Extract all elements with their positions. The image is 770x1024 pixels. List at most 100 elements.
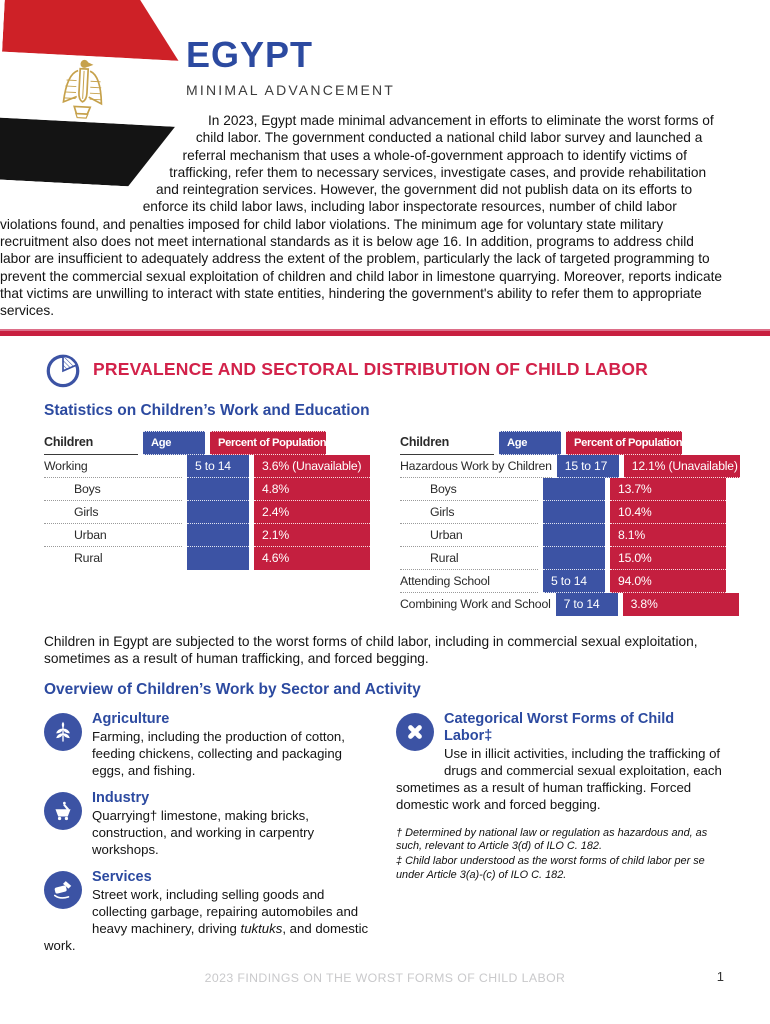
table-header-row: Children Age Percent of Population: [400, 430, 726, 455]
assessment-label: MINIMAL ADVANCEMENT: [186, 82, 396, 98]
row-age: [187, 523, 249, 547]
sector-name: Services: [92, 868, 152, 885]
red-divider: [0, 328, 770, 336]
sector-name: Agriculture: [92, 710, 170, 727]
table-row: Hazardous Work by Children 15 to 17 12.1…: [400, 454, 740, 478]
col-header-children: Children: [400, 431, 494, 455]
row-percent: 15.0%: [610, 546, 726, 570]
col-header-percent: Percent of Population: [566, 430, 683, 455]
row-age: [543, 477, 605, 501]
sector-text-part: , and domestic work.: [44, 920, 369, 953]
row-label: Attending School: [400, 570, 538, 593]
x-mark-icon: [396, 712, 434, 751]
row-age: [187, 546, 249, 570]
statistics-tables: Children Age Percent of Population Worki…: [44, 430, 740, 616]
sector-industry: Industry Quarrying† limestone, making br…: [44, 790, 375, 858]
table-row: Boys 4.8%: [44, 477, 370, 501]
row-age: 5 to 14: [543, 569, 605, 593]
wheat-icon: [44, 712, 82, 751]
table-row: Urban 2.1%: [44, 523, 370, 547]
eagle-of-saladin-icon: [49, 55, 118, 122]
footnote-double-dagger: ‡ Child labor understood as the worst fo…: [396, 855, 705, 881]
row-label: Boys: [400, 478, 538, 501]
row-age: 5 to 14: [187, 454, 249, 478]
categorical-title: Categorical Worst Forms of Child Labor‡: [444, 710, 675, 744]
table-row: Girls 2.4%: [44, 500, 370, 524]
table-row: Rural 4.6%: [44, 546, 370, 570]
stats-table-right: Children Age Percent of Population Hazar…: [400, 430, 740, 616]
row-percent: 4.6%: [254, 546, 370, 570]
overview-columns: Agriculture Farming, including the produ…: [44, 711, 726, 965]
row-label: Working: [44, 455, 182, 478]
stats-heading: Statistics on Children’s Work and Educat…: [44, 401, 370, 419]
section-title: PREVALENCE AND SECTORAL DISTRIBUTION OF …: [93, 359, 648, 380]
page-title: EGYPT: [186, 34, 314, 75]
footnote-dagger: † Determined by national law or regulati…: [396, 826, 708, 852]
row-age: 15 to 17: [556, 454, 619, 478]
table-row: Working 5 to 14 3.6% (Unavailable): [44, 454, 370, 478]
table-row: Combining Work and School 7 to 14 3.8%: [400, 592, 739, 616]
sector-name: Industry: [92, 789, 150, 806]
page-number: 1: [716, 969, 724, 984]
col-header-age: Age: [499, 430, 561, 455]
summary-paragraph: Children in Egypt are subjected to the w…: [44, 633, 698, 667]
row-label: Girls: [44, 501, 182, 524]
row-age: 7 to 14: [555, 592, 618, 616]
section-header: PREVALENCE AND SECTORAL DISTRIBUTION OF …: [44, 351, 726, 389]
mining-cart-icon: [44, 791, 82, 830]
row-percent: 2.1%: [254, 523, 370, 547]
row-percent: 2.4%: [254, 500, 370, 524]
country-header: EGYPT MINIMAL ADVANCEMENT In 2023, Egypt…: [0, 0, 770, 320]
sector-text: Street work, including selling goods and…: [44, 886, 375, 954]
col-header-percent: Percent of Population: [210, 430, 327, 455]
row-label: Girls: [400, 501, 538, 524]
row-percent: 12.1% (Unavailable): [623, 454, 740, 478]
table-row: Boys 13.7%: [400, 477, 726, 501]
categorical-text: Use in illicit activities, including the…: [396, 745, 722, 812]
row-percent: 4.8%: [254, 477, 370, 501]
row-age: [187, 477, 249, 501]
row-percent: 3.6% (Unavailable): [254, 454, 370, 478]
row-percent: 13.7%: [610, 477, 726, 501]
flag-white-stripe: [0, 52, 202, 128]
main-content: PREVALENCE AND SECTORAL DISTRIBUTION OF …: [0, 351, 770, 965]
categorical-worst-forms: Categorical Worst Forms of Child Labor‡ …: [396, 711, 726, 813]
row-percent: 94.0%: [610, 569, 726, 593]
row-label: Boys: [44, 478, 182, 501]
table-row: Rural 15.0%: [400, 546, 726, 570]
row-label: Combining Work and School: [400, 597, 551, 612]
egypt-flag: [0, 0, 208, 200]
col-header-age: Age: [143, 430, 205, 455]
title-block: EGYPT MINIMAL ADVANCEMENT: [186, 34, 395, 98]
sector-services: Services Street work, including selling …: [44, 869, 375, 954]
row-age: [543, 523, 605, 547]
sector-text-part: Street work, including selling goods and…: [92, 886, 359, 936]
stats-table-left: Children Age Percent of Population Worki…: [44, 430, 370, 616]
table-header-row: Children Age Percent of Population: [44, 430, 370, 455]
table-row: Urban 8.1%: [400, 523, 726, 547]
col-header-children: Children: [44, 431, 138, 455]
row-percent: 3.8%: [622, 592, 739, 616]
row-percent: 10.4%: [610, 500, 726, 524]
sector-text: Quarrying† limestone, making bricks, con…: [92, 807, 315, 857]
sector-agriculture: Agriculture Farming, including the produ…: [44, 711, 375, 779]
row-age: [543, 500, 605, 524]
intro-paragraph: In 2023, Egypt made minimal advancement …: [0, 113, 723, 319]
shoe-shine-brush-icon: [44, 870, 82, 909]
table-row: Girls 10.4%: [400, 500, 726, 524]
row-label: Rural: [74, 551, 103, 566]
overview-heading: Overview of Children’s Work by Sector an…: [44, 680, 421, 698]
footer-report-title: 2023 FINDINGS ON THE WORST FORMS OF CHIL…: [204, 971, 566, 985]
sector-text: Farming, including the production of cot…: [92, 728, 345, 778]
pie-chart-icon: [46, 354, 80, 387]
row-percent: 8.1%: [610, 523, 726, 547]
row-label: Rural: [400, 547, 538, 570]
sector-text-italic: tuktuks: [240, 920, 283, 936]
row-age: [187, 500, 249, 524]
row-label: Hazardous Work by Children: [400, 455, 552, 478]
sectors-column: Agriculture Farming, including the produ…: [44, 711, 375, 965]
footnotes: † Determined by national law or regulati…: [396, 827, 726, 883]
row-age: [543, 546, 605, 570]
row-label: Urban: [44, 524, 182, 547]
flag-pennant: [0, 0, 205, 190]
